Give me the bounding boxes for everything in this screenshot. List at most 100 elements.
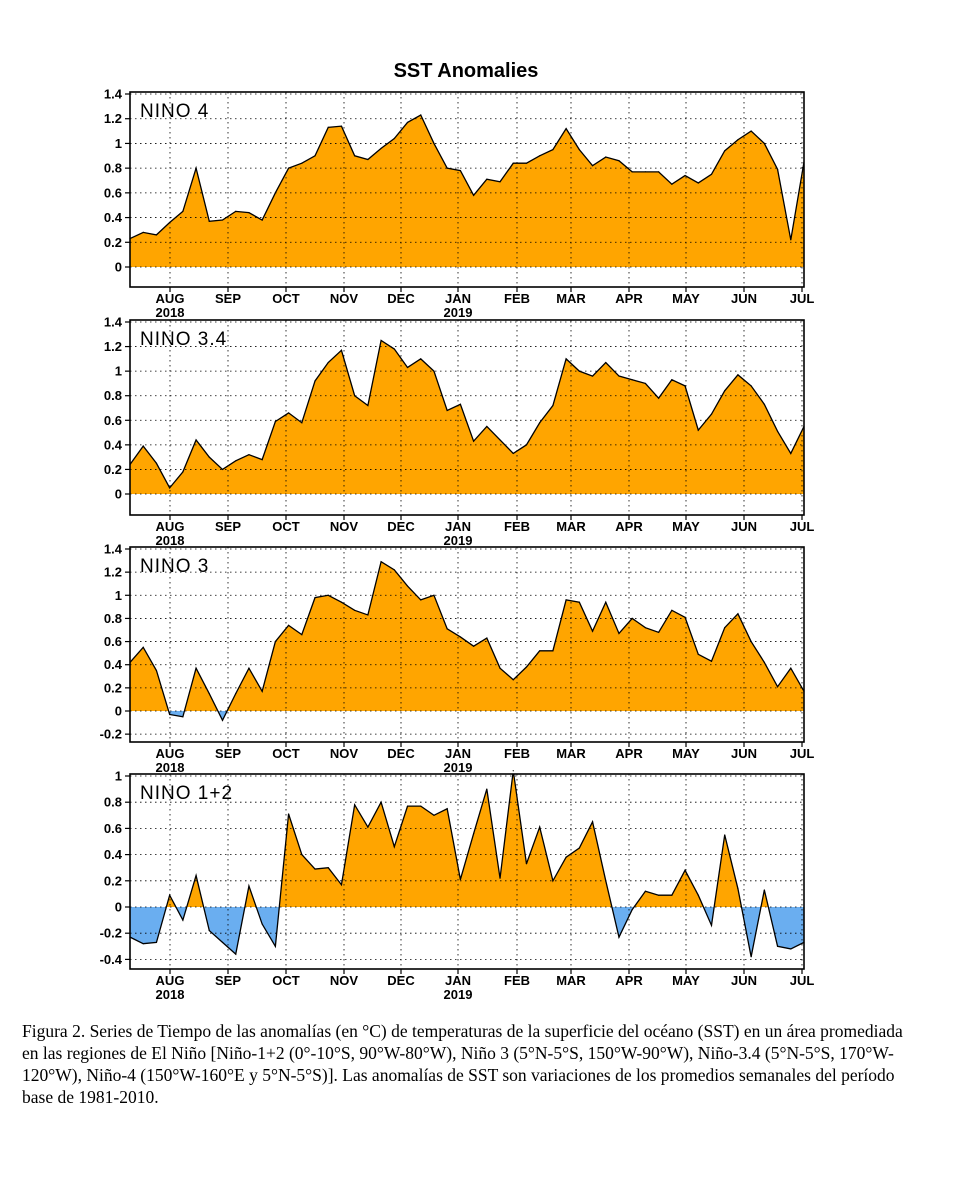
data-point	[671, 379, 673, 381]
data-point	[393, 137, 395, 140]
y-tick-label: 0	[115, 900, 122, 915]
x-tick-label: JUN	[731, 746, 757, 761]
y-tick-label: 0.2	[104, 235, 122, 250]
data-point	[671, 894, 673, 896]
data-point	[182, 210, 184, 212]
data-point	[301, 854, 303, 856]
data-point	[658, 397, 660, 399]
panel-label: NINO 3.4	[140, 329, 227, 350]
data-point	[393, 569, 395, 571]
y-tick-label: 0.6	[104, 634, 122, 649]
data-point	[684, 616, 686, 618]
data-point	[195, 874, 197, 877]
data-point	[578, 847, 580, 849]
data-point	[235, 693, 237, 695]
y-tick-label: 1	[115, 364, 122, 379]
x-tick-label: APR	[615, 973, 643, 988]
data-point	[750, 130, 752, 132]
data-point	[539, 650, 541, 652]
y-tick-label: 0.8	[104, 161, 122, 176]
data-point	[208, 220, 210, 222]
data-point	[314, 155, 316, 157]
x-tick-label: OCT	[272, 973, 300, 988]
x-tick-label: MAR	[556, 746, 586, 761]
data-point	[248, 667, 250, 669]
data-point	[340, 125, 343, 127]
x-year-label: 2018	[156, 305, 185, 320]
x-tick-label: OCT	[272, 291, 300, 306]
data-point	[724, 627, 726, 629]
x-tick-label: FEB	[504, 291, 530, 306]
x-tick-label: FEB	[504, 746, 530, 761]
data-point	[195, 167, 197, 169]
data-point	[486, 788, 488, 790]
data-point	[790, 948, 792, 950]
y-tick-label: 0.2	[104, 462, 122, 477]
x-tick-label: MAY	[672, 519, 700, 534]
x-year-label: 2019	[444, 987, 473, 1002]
data-point	[618, 375, 620, 377]
data-point	[314, 380, 316, 382]
data-point	[684, 869, 686, 871]
data-point	[446, 628, 448, 630]
x-tick-label: AUG	[156, 746, 185, 761]
data-point	[459, 403, 461, 405]
data-point	[499, 667, 501, 669]
panel-frame	[129, 773, 805, 970]
data-point	[724, 834, 726, 836]
data-point	[406, 366, 409, 369]
x-year-label: 2019	[444, 760, 473, 775]
sst-anomalies-figure: SST Anomalies 1.4 1.2 1 0.8 0.6 0.4 0.2 0 AUG SEP…	[100, 60, 815, 1003]
x-tick-label: OCT	[272, 519, 300, 534]
x-tick-label: OCT	[272, 746, 300, 761]
y-tick-label: 0.8	[104, 795, 122, 810]
data-point	[525, 666, 528, 668]
y-tick-label: 0.6	[104, 185, 122, 200]
data-point	[605, 361, 607, 364]
data-point	[618, 160, 620, 162]
data-point	[671, 609, 673, 611]
data-point	[155, 234, 158, 236]
data-point	[605, 880, 607, 882]
data-point	[565, 358, 567, 360]
data-point	[750, 385, 752, 387]
y-tick-label: 1	[115, 136, 122, 151]
data-point	[591, 375, 594, 377]
data-point	[274, 420, 276, 423]
data-point	[261, 219, 263, 221]
data-point	[459, 636, 461, 638]
data-point	[565, 599, 567, 601]
data-point	[790, 667, 792, 669]
panel-label: NINO 4	[140, 101, 209, 122]
x-tick-label: JUN	[731, 519, 757, 534]
x-year-label: 2019	[444, 533, 473, 548]
data-point	[631, 909, 633, 911]
x-tick-label: JUL	[790, 291, 815, 306]
y-tick-label: 1	[115, 588, 122, 603]
x-tick-label: NOV	[330, 973, 359, 988]
series-line	[130, 339, 804, 490]
data-point	[658, 171, 660, 173]
data-point	[710, 660, 713, 662]
data-point	[301, 634, 303, 636]
panel-nino-1-2: 1 0.8 0.6 0.4 0.2 0 -0.2 -0.4 AUG SEP OCT NOV DEC JAN…	[100, 769, 815, 1003]
data-point	[578, 149, 580, 151]
data-point	[790, 452, 792, 455]
data-point	[235, 210, 237, 212]
data-point	[248, 885, 250, 887]
data-point	[354, 804, 356, 806]
x-tick-label: DEC	[387, 973, 415, 988]
panels-group: 1.4 1.2 1 0.8 0.6 0.4 0.2 0 AUG SEP OCT NOV DEC JAN FE…	[100, 87, 815, 1003]
y-tick-label: 1	[115, 769, 122, 784]
x-tick-label: JAN	[445, 746, 471, 761]
data-point	[235, 953, 237, 955]
y-tick-label: 0.6	[104, 413, 122, 428]
y-tick-label: 0.4	[104, 210, 123, 225]
data-point	[724, 150, 726, 152]
x-tick-label: NOV	[330, 291, 359, 306]
data-point	[565, 128, 567, 130]
data-point	[578, 601, 580, 603]
x-tick-label: JUL	[790, 973, 815, 988]
data-point	[274, 192, 276, 194]
data-point	[631, 617, 633, 620]
